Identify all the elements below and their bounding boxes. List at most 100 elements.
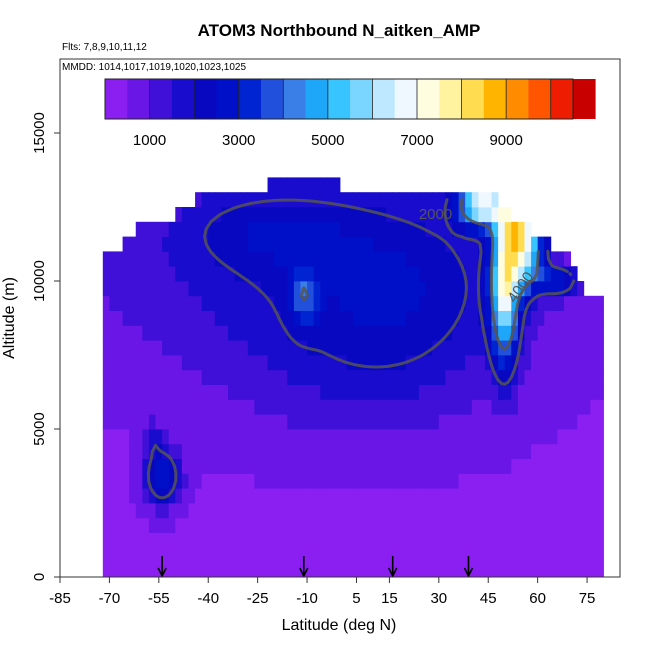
heatmap-cell <box>471 399 479 415</box>
heatmap-cell <box>274 266 282 282</box>
heatmap-cell <box>254 236 262 252</box>
heatmap-cell <box>544 429 552 445</box>
heatmap-cell <box>386 192 394 208</box>
heatmap-cell <box>142 443 150 459</box>
heatmap-cell <box>504 266 512 282</box>
heatmap-cell <box>353 532 361 548</box>
heatmap-cell <box>254 414 262 430</box>
heatmap-cell <box>188 488 196 504</box>
heatmap-cell <box>234 429 242 445</box>
heatmap-cell <box>425 340 433 356</box>
heatmap-cell <box>181 458 189 474</box>
heatmap-cell <box>168 295 176 311</box>
heatmap-cell <box>188 281 196 297</box>
heatmap-cell <box>524 369 532 385</box>
heatmap-cell <box>181 429 189 445</box>
heatmap-cell <box>366 488 374 504</box>
heatmap-cell <box>386 473 394 489</box>
heatmap-cell <box>313 295 321 311</box>
heatmap-cell <box>517 236 525 252</box>
heatmap-cell <box>359 369 367 385</box>
heatmap-cell <box>484 266 492 282</box>
heatmap-cell <box>287 177 295 193</box>
heatmap-cell <box>425 488 433 504</box>
heatmap-cell <box>524 281 532 297</box>
heatmap-cell <box>142 503 150 519</box>
heatmap-cell <box>129 414 137 430</box>
heatmap-cell <box>168 458 176 474</box>
heatmap-cell <box>438 236 446 252</box>
heatmap-cell <box>419 192 427 208</box>
heatmap-cell <box>280 429 288 445</box>
heatmap-cell <box>596 503 604 519</box>
heatmap-cell <box>267 488 275 504</box>
heatmap-cell <box>116 325 123 341</box>
heatmap-cell <box>155 340 163 356</box>
heatmap-cell <box>583 562 591 578</box>
heatmap-cell <box>293 221 301 237</box>
heatmap-cell <box>109 562 117 578</box>
heatmap-cell <box>438 517 446 533</box>
heatmap-cell <box>531 384 539 400</box>
heatmap-cell <box>577 355 585 371</box>
heatmap-cell <box>155 429 163 445</box>
heatmap-cell <box>458 532 466 548</box>
heatmap-cell <box>247 325 255 341</box>
heatmap-cell <box>392 517 400 533</box>
heatmap-cell <box>175 236 183 252</box>
heatmap-cell <box>590 325 598 341</box>
heatmap-cell <box>155 399 163 415</box>
heatmap-cell <box>293 369 301 385</box>
heatmap-cell <box>465 384 473 400</box>
heatmap-cell <box>465 517 473 533</box>
heatmap-cell <box>557 325 565 341</box>
heatmap-cell <box>498 503 506 519</box>
heatmap-cell <box>359 517 367 533</box>
heatmap-cell <box>590 414 598 430</box>
heatmap-cell <box>313 236 321 252</box>
heatmap-cell <box>359 310 367 326</box>
heatmap-cell <box>392 488 400 504</box>
heatmap-cell <box>122 266 130 282</box>
heatmap-cell <box>142 562 150 578</box>
heatmap-cell <box>432 384 440 400</box>
heatmap-cell <box>438 414 446 430</box>
heatmap-cell <box>412 473 420 489</box>
heatmap-cell <box>307 384 315 400</box>
heatmap-cell <box>471 192 479 208</box>
heatmap-cell <box>577 562 585 578</box>
heatmap-cell <box>195 473 203 489</box>
heatmap-cell <box>326 369 334 385</box>
heatmap-cell <box>287 547 295 563</box>
heatmap-cell <box>208 355 216 371</box>
heatmap-cell <box>293 532 301 548</box>
heatmap-cell <box>228 340 235 356</box>
heatmap-cell <box>247 399 255 415</box>
heatmap-cell <box>366 458 374 474</box>
heatmap-cell <box>129 399 137 415</box>
heatmap-cell <box>544 399 552 415</box>
heatmap-cell <box>353 473 361 489</box>
heatmap-cell <box>122 295 130 311</box>
heatmap-cell <box>260 266 268 282</box>
heatmap-cell <box>386 458 394 474</box>
heatmap-cell <box>425 325 433 341</box>
heatmap-cell <box>471 251 479 267</box>
heatmap-cell <box>280 547 288 563</box>
heatmap-cell <box>293 473 301 489</box>
heatmap-cell <box>267 369 275 385</box>
heatmap-cell <box>557 517 565 533</box>
heatmap-cell <box>379 221 387 237</box>
heatmap-cell <box>340 458 347 474</box>
heatmap-cell <box>425 207 433 223</box>
heatmap-cell <box>168 251 176 267</box>
colorbar-bin <box>528 79 552 119</box>
heatmap-cell <box>399 399 407 415</box>
heatmap-cell <box>445 458 453 474</box>
colorbar-tick-label: 3000 <box>222 132 255 149</box>
heatmap-cell <box>274 429 282 445</box>
heatmap-cell <box>438 547 446 563</box>
heatmap-cell <box>313 384 321 400</box>
heatmap-cell <box>168 547 176 563</box>
heatmap-cell <box>504 207 512 223</box>
